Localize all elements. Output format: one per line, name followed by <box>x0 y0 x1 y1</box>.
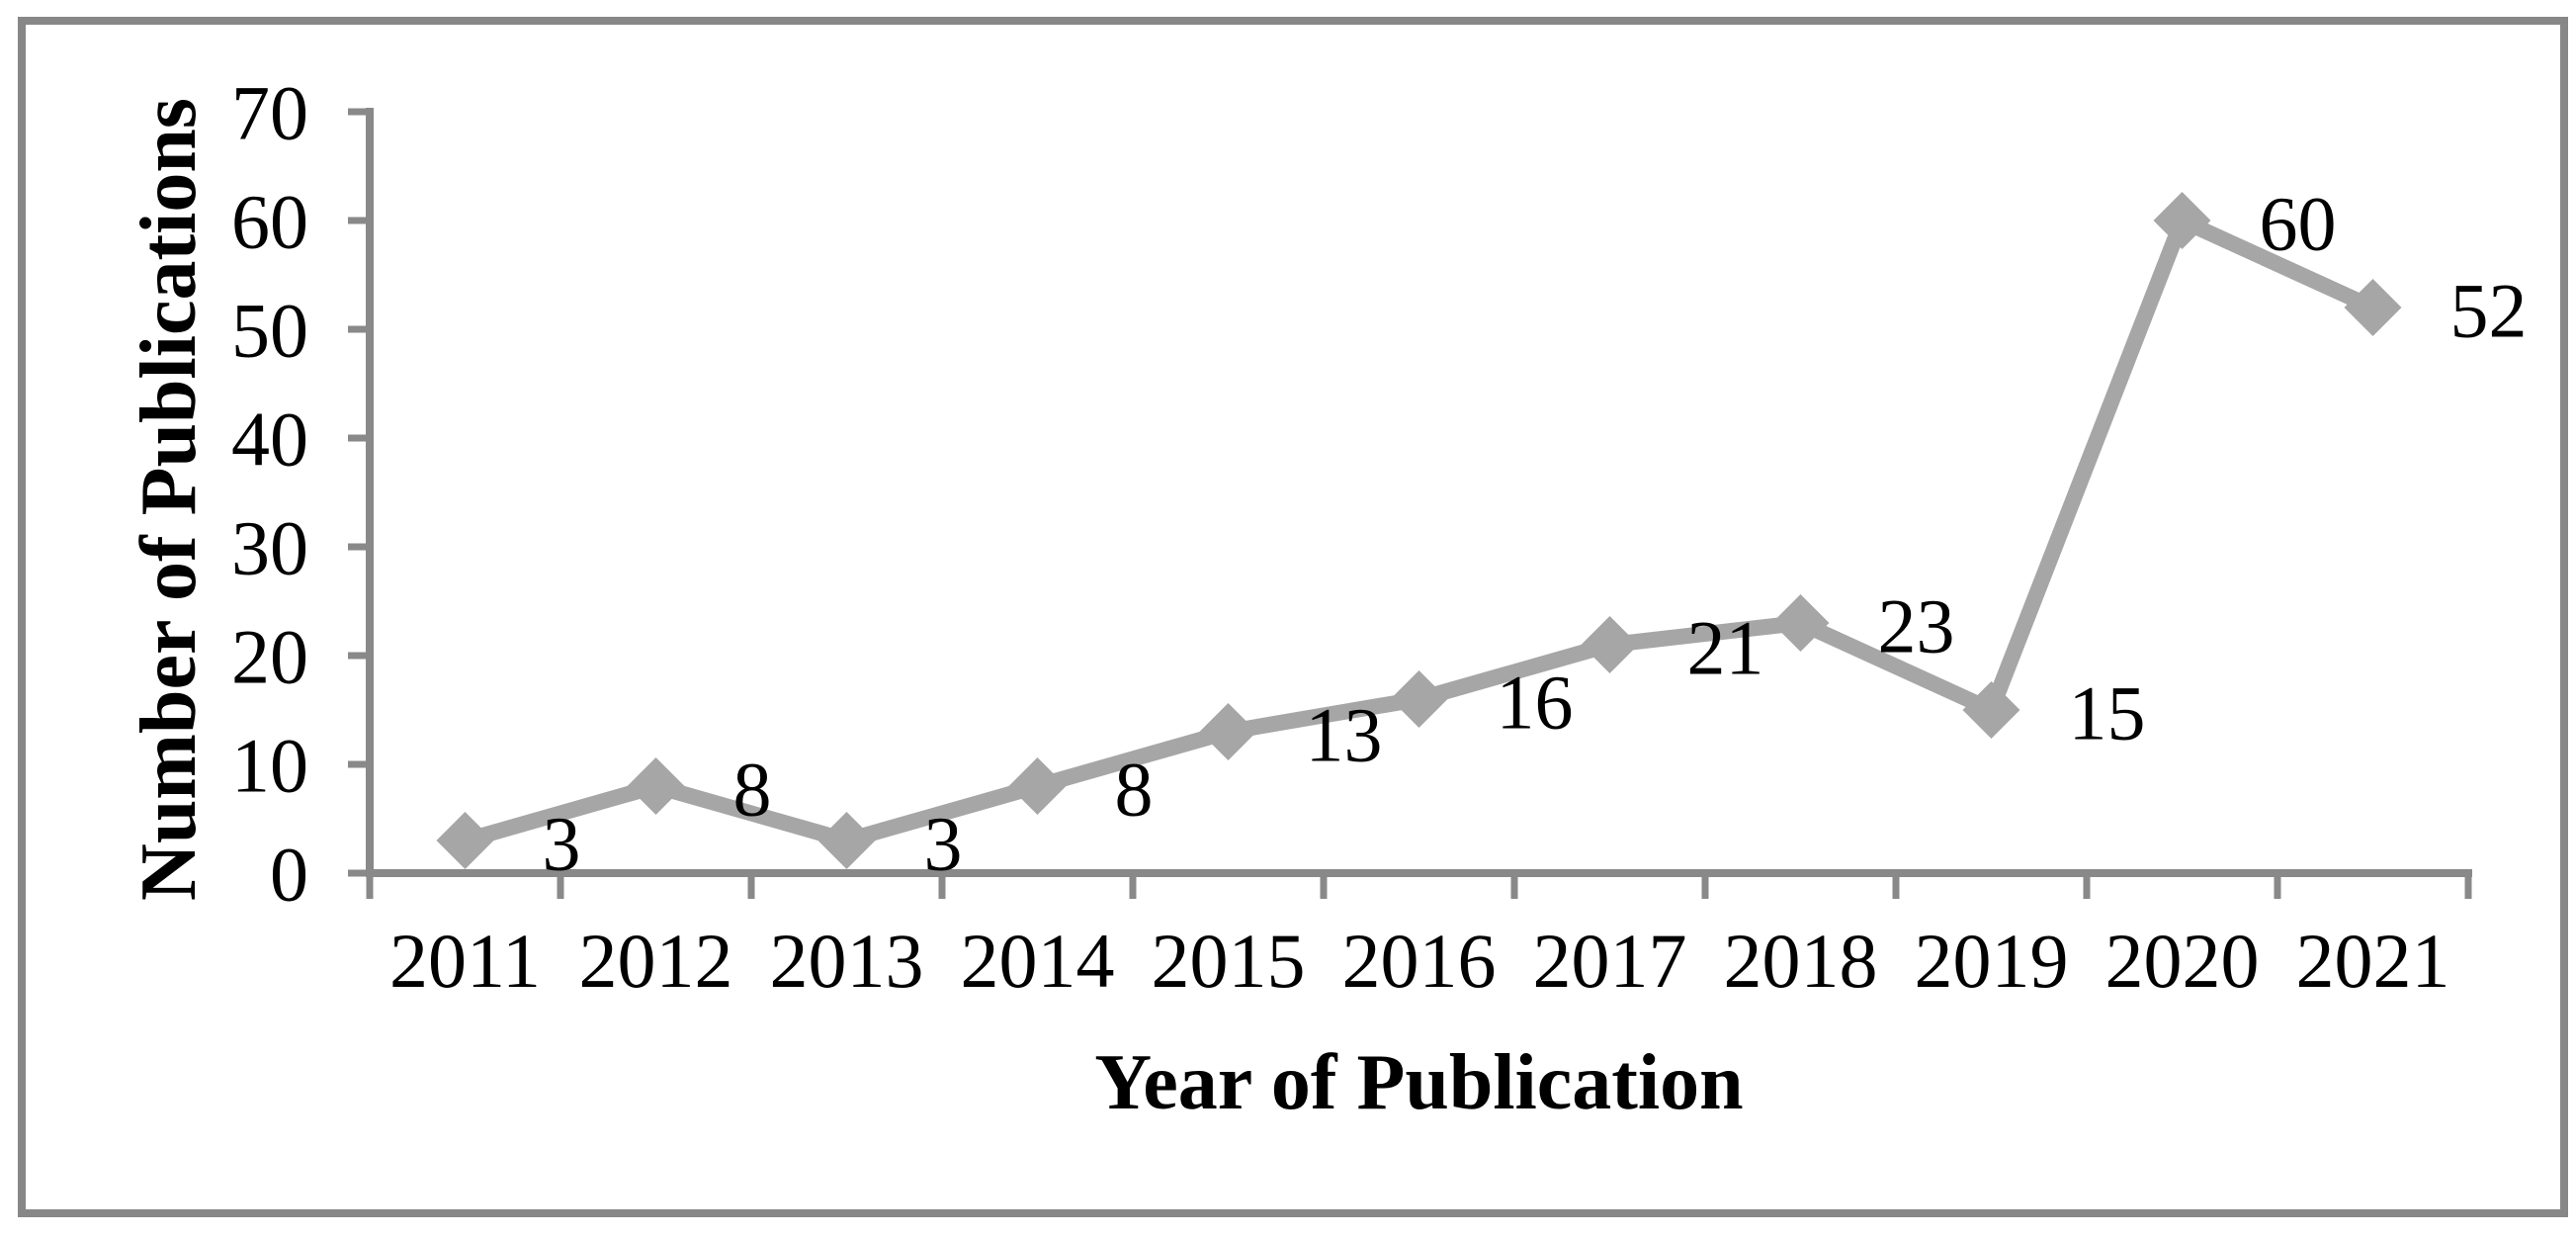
data-label: 3 <box>924 800 963 886</box>
data-label: 8 <box>1115 746 1154 832</box>
data-point-marker <box>1390 670 1448 728</box>
data-point-marker <box>817 812 876 869</box>
y-tick-label: 10 <box>231 722 308 808</box>
y-tick-label: 50 <box>231 287 308 373</box>
x-tick-label: 2011 <box>389 918 541 1004</box>
x-tick-label: 2015 <box>1152 918 1306 1004</box>
data-point-marker <box>2153 192 2211 249</box>
data-point-marker <box>1581 616 1639 673</box>
x-tick-label: 2016 <box>1342 918 1497 1004</box>
x-tick-label: 2021 <box>2296 918 2450 1004</box>
y-tick-label: 60 <box>231 178 308 264</box>
data-label: 15 <box>2069 669 2146 755</box>
x-tick-label: 2019 <box>1915 918 2069 1004</box>
data-label: 3 <box>543 800 581 886</box>
x-tick-label: 2017 <box>1533 918 1687 1004</box>
x-tick-label: 2020 <box>2105 918 2260 1004</box>
data-label: 8 <box>733 746 772 832</box>
data-point-marker <box>1199 703 1257 760</box>
data-label: 60 <box>2260 180 2337 266</box>
chart-frame-border <box>18 17 2568 1217</box>
x-axis-title: Year of Publication <box>1094 1039 1743 1126</box>
data-point-marker <box>1962 681 2020 739</box>
y-tick-label: 0 <box>270 831 308 917</box>
data-point-marker <box>436 812 494 869</box>
y-tick-label: 20 <box>231 613 308 699</box>
x-tick-label: 2012 <box>579 918 733 1004</box>
data-point-marker <box>1771 594 1830 652</box>
data-label: 21 <box>1687 604 1764 690</box>
data-label: 52 <box>2450 267 2528 353</box>
y-tick-label: 70 <box>231 69 308 155</box>
data-label: 16 <box>1497 659 1574 745</box>
y-tick-label: 40 <box>231 396 308 482</box>
data-label: 13 <box>1306 691 1383 777</box>
data-point-marker <box>2344 279 2402 336</box>
data-label: 23 <box>1878 582 1955 668</box>
x-tick-label: 2013 <box>770 918 924 1004</box>
data-point-marker <box>627 757 685 815</box>
y-axis-title: Number of Publications <box>126 98 213 901</box>
x-tick-label: 2018 <box>1724 918 1878 1004</box>
x-tick-label: 2014 <box>961 918 1115 1004</box>
data-point-marker <box>1008 757 1067 815</box>
y-tick-label: 30 <box>231 504 308 590</box>
